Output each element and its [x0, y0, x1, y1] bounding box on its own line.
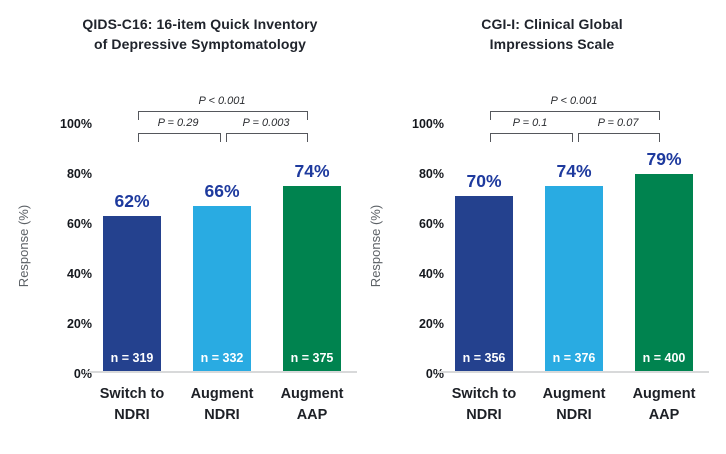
bar-column: 62% n = 319 [103, 111, 161, 371]
bar-n-label: n = 400 [642, 351, 686, 365]
bar-column: 79% n = 400 [635, 111, 693, 371]
bar-n-label: n = 356 [462, 351, 506, 365]
bar-value-label: 66% [204, 181, 240, 201]
x-axis-label: Switch to NDRI [99, 386, 165, 423]
p-value-label: P < 0.001 [550, 95, 598, 107]
significance-bracket [138, 111, 308, 120]
y-tick-label: 100% [60, 117, 92, 131]
chart-title: QIDS-C16: 16-item Quick Inventory of Dep… [82, 16, 318, 52]
p-value-label: P = 0.003 [242, 117, 290, 129]
bar: n = 356 [455, 196, 513, 371]
bar-value-label: 70% [466, 171, 502, 191]
bar-n-label: n = 332 [200, 351, 244, 365]
p-value-label: P = 0.29 [157, 117, 199, 129]
bar: n = 400 [635, 173, 693, 371]
y-tick-label: 100% [412, 117, 444, 131]
y-axis-title: Response (%) [368, 204, 383, 288]
significance-bracket [490, 111, 660, 120]
x-axis-label: Augment AAP [632, 386, 696, 423]
bar-value-label: 74% [556, 161, 592, 181]
bar-column: 74% n = 375 [283, 111, 341, 371]
y-tick-label: 60% [418, 217, 444, 231]
y-tick-label: 20% [66, 317, 92, 331]
p-value-label: P = 0.1 [512, 117, 548, 129]
y-tick-label: 80% [66, 167, 92, 181]
bar-n-label: n = 319 [110, 351, 154, 365]
bar: n = 319 [103, 216, 161, 371]
bar: n = 375 [283, 186, 341, 371]
y-tick-label: 20% [418, 317, 444, 331]
significance-bracket [226, 133, 308, 142]
significance-bracket [138, 133, 221, 142]
y-tick-label: 80% [418, 167, 444, 181]
y-tick-label: 40% [66, 267, 92, 281]
y-tick-label: 0% [73, 367, 92, 381]
significance-bracket [490, 133, 573, 142]
x-axis-label: Augment NDRI [190, 386, 254, 423]
bar-chart-qids: QIDS-C16: 16-item Quick Inventory of Dep… [16, 16, 357, 423]
significance-bracket [578, 133, 660, 142]
x-axis-line [437, 371, 709, 373]
x-axis-label: Augment AAP [280, 386, 344, 423]
y-tick-label: 40% [418, 267, 444, 281]
bar-n-label: n = 376 [552, 351, 596, 365]
bar-value-label: 74% [294, 161, 330, 181]
bar: n = 332 [193, 206, 251, 371]
bar-value-label: 79% [646, 148, 682, 169]
bar: n = 376 [545, 186, 603, 371]
x-axis-label: Switch to NDRI [451, 386, 517, 423]
x-axis-label: Augment NDRI [542, 386, 606, 423]
bar-value-label: 62% [114, 191, 150, 211]
y-tick-label: 0% [425, 367, 444, 381]
p-value-label: P < 0.001 [198, 95, 246, 107]
bar-column: 70% n = 356 [455, 111, 513, 371]
y-tick-label: 60% [66, 217, 92, 231]
chart-title: CGI-I: Clinical Global Impressions Scale [481, 16, 623, 52]
bar-n-label: n = 375 [290, 351, 334, 365]
bar-chart-cgi: CGI-I: Clinical Global Impressions Scale… [352, 0, 715, 454]
bar-column: 66% n = 332 [193, 111, 251, 371]
bar-column: 74% n = 376 [545, 111, 603, 371]
x-axis-line [85, 371, 357, 373]
y-axis-title: Response (%) [16, 204, 31, 288]
p-value-label: P = 0.07 [597, 117, 639, 129]
